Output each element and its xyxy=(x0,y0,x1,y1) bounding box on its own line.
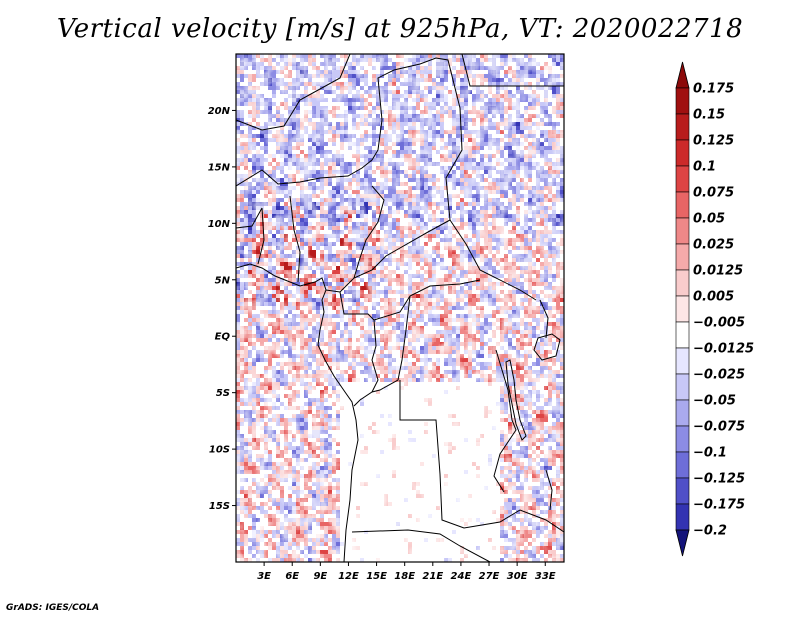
map-area xyxy=(236,54,564,562)
